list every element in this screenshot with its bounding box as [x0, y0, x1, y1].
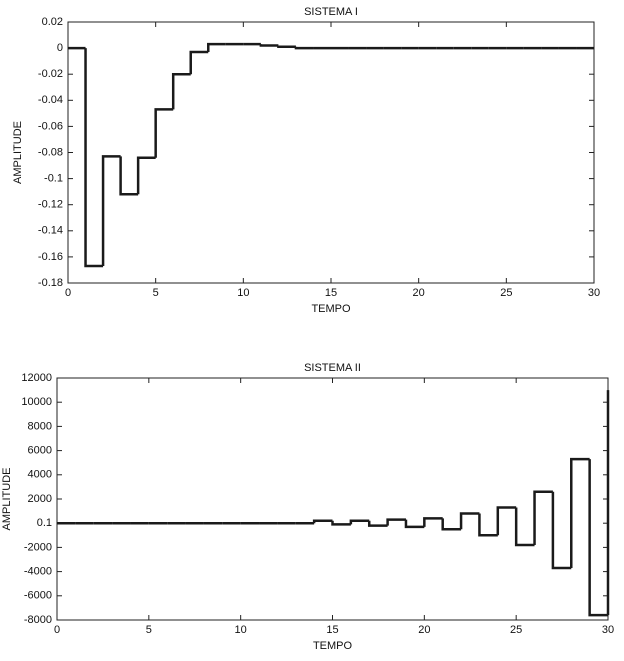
step-segment — [478, 513, 498, 537]
step-segment — [533, 490, 553, 545]
x-tick-label: 15 — [326, 624, 338, 636]
step-segment — [551, 491, 572, 570]
y-tick-label: -2000 — [24, 541, 52, 553]
y-tick-label: 8000 — [28, 420, 52, 432]
step-segment — [423, 517, 443, 527]
y-tick-label: 12000 — [21, 372, 52, 384]
y-tick-label: -0.04 — [38, 94, 63, 106]
y-tick-label: -0.12 — [38, 199, 63, 211]
y-tick-label: 0.02 — [42, 16, 63, 28]
y-tick-label: 2000 — [28, 493, 52, 505]
x-tick-label: 20 — [418, 624, 430, 636]
x-axis-label: TEMPO — [311, 303, 351, 315]
y-tick-label: -8000 — [24, 614, 52, 626]
y-tick-label: -4000 — [24, 566, 52, 578]
x-tick-label: 10 — [237, 287, 249, 299]
step-segment — [349, 519, 370, 525]
step-segment — [514, 507, 535, 547]
x-tick-label: 30 — [602, 624, 614, 636]
step-segment — [588, 459, 608, 617]
step-segment — [496, 506, 517, 536]
step-segment — [101, 155, 121, 267]
step-segment — [312, 519, 333, 524]
step-segment — [189, 50, 209, 75]
y-tick-label: 0 — [57, 42, 63, 54]
y-tick-label: -0.18 — [38, 277, 63, 289]
plot-frame — [67, 21, 595, 284]
step-segment — [207, 42, 226, 53]
step-segment — [277, 45, 296, 49]
y-tick-label: 6000 — [28, 445, 52, 457]
step-segment — [404, 519, 425, 529]
y-tick-label: -0.14 — [38, 225, 63, 237]
y-tick-label: 10000 — [21, 396, 52, 408]
y-tick-label: -0.06 — [38, 120, 63, 132]
x-tick-label: 30 — [588, 287, 600, 299]
x-tick-label: 25 — [510, 624, 522, 636]
step-segment — [119, 156, 139, 196]
step-segment — [171, 72, 191, 110]
x-tick-label: 15 — [325, 287, 337, 299]
step-segment — [570, 457, 590, 568]
y-tick-label: -0.16 — [38, 251, 63, 263]
y-tick-label: -6000 — [24, 590, 52, 602]
step-segment — [154, 108, 174, 158]
x-tick-label: 0 — [65, 287, 71, 299]
y-tick-label: 0.1 — [37, 517, 52, 529]
chart-title: SISTEMA I — [304, 6, 358, 18]
y-axis-label: AMPLITUDE — [12, 121, 24, 184]
x-axis-label: TEMPO — [313, 640, 353, 652]
step-segment — [294, 46, 314, 50]
y-tick-label: -0.1 — [44, 173, 63, 185]
x-tick-label: 25 — [500, 287, 512, 299]
x-tick-label: 5 — [146, 624, 152, 636]
x-tick-label: 20 — [413, 287, 425, 299]
step-segment — [459, 512, 480, 530]
step-segment — [441, 518, 462, 531]
y-tick-label: -0.08 — [38, 146, 63, 158]
step-segment — [259, 44, 279, 47]
x-tick-label: 0 — [54, 624, 60, 636]
y-tick-label: 4000 — [28, 469, 52, 481]
x-tick-label: 10 — [235, 624, 247, 636]
x-tick-label: 5 — [153, 287, 159, 299]
step-segment — [331, 520, 351, 526]
plot-frame — [56, 377, 609, 621]
step-segment — [386, 518, 406, 526]
step-segment — [367, 520, 388, 527]
chart-title: SISTEMA II — [304, 362, 361, 374]
step-segment — [84, 48, 104, 268]
y-axis-label: AMPLITUDE — [1, 468, 13, 531]
step-segment — [136, 156, 156, 195]
y-tick-label: -0.02 — [38, 68, 63, 80]
